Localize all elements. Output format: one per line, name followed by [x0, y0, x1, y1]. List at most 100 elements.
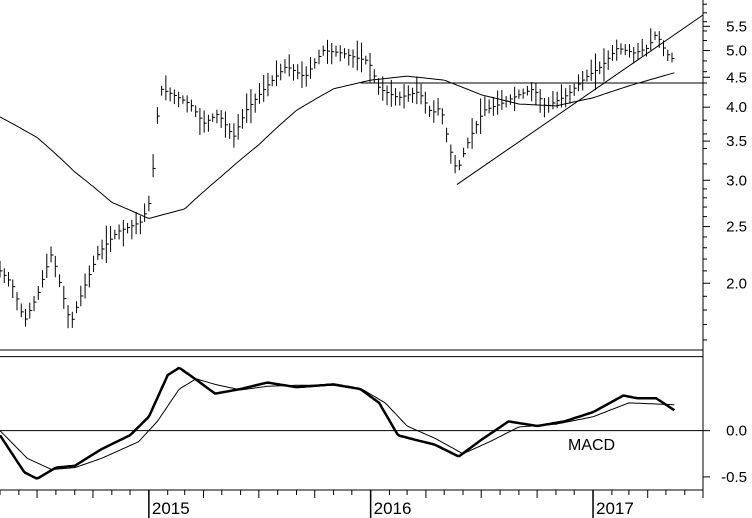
price-bar	[207, 114, 211, 132]
price-bar	[437, 97, 441, 116]
price-bar	[131, 219, 135, 240]
price-bar	[33, 296, 37, 312]
price-bar	[497, 90, 501, 115]
price-bar	[195, 105, 199, 118]
price-bar	[607, 50, 611, 70]
price-bar	[0, 260, 3, 278]
macd-tick: 0.0	[703, 423, 747, 440]
price-bar	[203, 110, 207, 133]
moving-average-line	[0, 72, 675, 219]
price-tick-label: 3.5	[726, 133, 747, 150]
price-bar	[156, 107, 160, 124]
price-tick: 5.0	[703, 43, 747, 60]
price-bar	[458, 159, 462, 171]
price-bar	[552, 90, 556, 110]
price-bar	[297, 64, 301, 80]
price-bar	[590, 59, 594, 81]
price-bar	[361, 42, 365, 73]
price-bar	[322, 45, 326, 56]
price-bar	[637, 42, 641, 61]
year-tick: 2017	[592, 490, 634, 518]
price-bar	[450, 144, 454, 164]
price-bar	[484, 96, 488, 117]
price-bar	[318, 49, 322, 65]
price-bar	[305, 66, 309, 87]
price-bar	[224, 111, 228, 138]
price-tick: 2.0	[703, 275, 747, 292]
price-panel	[0, 14, 704, 329]
price-bar	[284, 59, 288, 74]
price-bar	[667, 49, 671, 62]
price-bar	[620, 43, 624, 55]
macd-signal-line	[0, 378, 675, 470]
price-bar	[331, 42, 335, 65]
price-bar	[237, 113, 241, 140]
price-bar	[127, 222, 131, 234]
y-axis: 2.0 2.5 3.0 3.5 4.0 4.5 5.0 5.5 0.0 -0.5	[702, 0, 747, 490]
price-bar	[3, 268, 7, 284]
price-bar	[301, 61, 305, 88]
price-bar	[514, 86, 518, 112]
price-tick: 5.5	[703, 18, 747, 35]
price-bar	[139, 215, 143, 235]
price-bar	[292, 64, 296, 81]
price-bar	[356, 40, 360, 71]
price-tick-label: 4.5	[726, 69, 747, 86]
price-bar	[178, 91, 182, 108]
price-bar	[93, 255, 97, 272]
price-bar	[420, 83, 424, 105]
price-bar	[67, 305, 71, 329]
price-bar	[169, 87, 173, 102]
price-bar	[339, 45, 343, 62]
price-bar	[390, 79, 394, 107]
price-bars	[0, 28, 675, 329]
price-bar	[369, 52, 373, 83]
price-bar	[241, 108, 245, 129]
price-bar	[582, 70, 586, 91]
price-bar	[271, 75, 275, 87]
price-bar	[42, 270, 46, 288]
price-bar	[118, 224, 122, 240]
price-bar	[148, 195, 152, 212]
price-bar	[378, 78, 382, 95]
price-bar	[199, 108, 203, 135]
price-bar	[348, 48, 352, 66]
price-bar	[246, 93, 250, 123]
price-bar	[165, 75, 169, 101]
price-bar	[352, 49, 356, 68]
price-bar	[671, 52, 675, 63]
price-bar	[97, 245, 101, 260]
year-tick: 2015	[148, 490, 190, 518]
price-bar	[161, 85, 165, 96]
price-bar	[624, 44, 628, 56]
price-bar	[152, 154, 156, 178]
price-bar	[522, 88, 526, 99]
price-bar	[280, 63, 284, 81]
price-bar	[263, 75, 267, 102]
price-bar	[633, 47, 637, 64]
price-bar	[492, 97, 496, 116]
price-tick-label: 4.0	[726, 99, 747, 116]
price-bar	[182, 95, 186, 104]
price-bar	[267, 72, 271, 97]
price-bar	[446, 127, 450, 143]
macd-tick: -0.5	[703, 469, 747, 486]
year-label: 2016	[374, 499, 412, 518]
price-bar	[344, 48, 348, 59]
price-bar	[628, 44, 632, 58]
price-bar	[543, 97, 547, 118]
price-tick: 2.5	[703, 219, 747, 236]
price-bar	[186, 95, 190, 113]
price-bar	[654, 31, 658, 40]
price-bar	[539, 89, 543, 113]
price-bar	[122, 219, 126, 247]
price-bar	[548, 97, 552, 113]
price-bar	[144, 203, 148, 222]
price-bar	[407, 85, 411, 102]
price-bar	[233, 123, 237, 148]
price-bar	[190, 99, 194, 112]
price-bar	[645, 44, 649, 57]
price-bar	[599, 61, 603, 75]
price-bar	[101, 239, 105, 260]
price-bar	[611, 45, 615, 61]
